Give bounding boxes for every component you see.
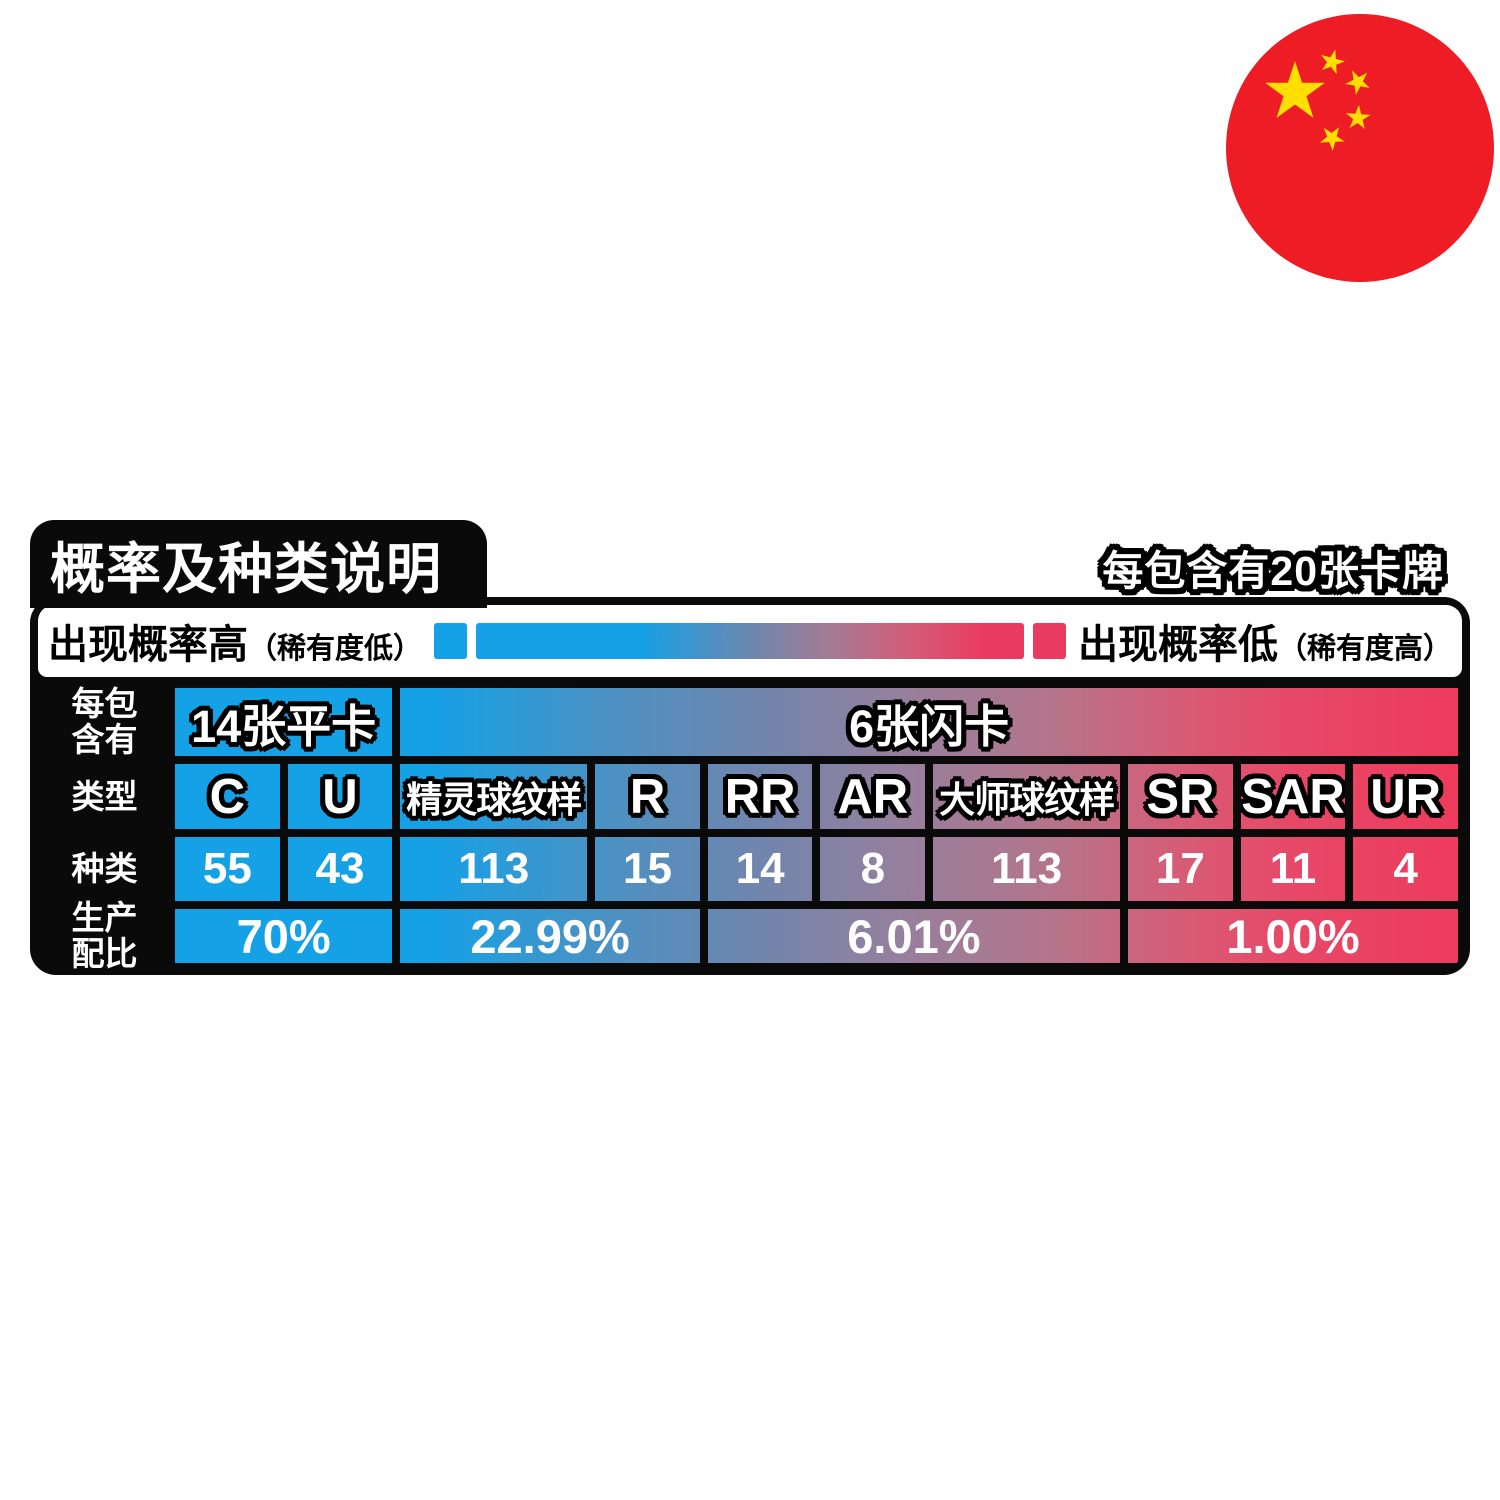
rarity-gradient-bar xyxy=(476,623,1024,659)
ratio-cell-601: 6.01% xyxy=(703,905,1125,967)
legend-right-sub: （稀有度高） xyxy=(1277,633,1452,665)
type-cell-ur: UR xyxy=(1349,760,1462,833)
row-label-ratio: 生产 配比 xyxy=(71,899,138,972)
kinds-cell-ar: 8 xyxy=(816,833,930,905)
ratio-cell-70: 70% xyxy=(171,905,397,967)
kinds-cell-ur: 4 xyxy=(1349,833,1462,905)
gradient-end-swatch xyxy=(1032,623,1066,659)
china-flag-icon xyxy=(1226,14,1494,282)
group-cell-flat-cards: 14张平卡 xyxy=(171,684,397,760)
row-label-kinds: 种类 xyxy=(71,850,138,888)
ratio-cell-100: 1.00% xyxy=(1124,905,1462,967)
kinds-cell-sar: 11 xyxy=(1236,833,1350,905)
type-cell-sr: SR xyxy=(1124,760,1237,833)
kinds-cell-r: 15 xyxy=(591,833,704,905)
flag-circle xyxy=(1226,14,1494,282)
ratio-cell-2299: 22.99% xyxy=(396,905,704,967)
flag-stars xyxy=(1265,49,1371,151)
probability-table: 每包 含有 14张平卡 6张闪卡 类型 C U 精灵球纹样 R RR AR 大师… xyxy=(38,684,1462,972)
kinds-cell-u: 43 xyxy=(283,833,397,905)
legend-left-main: 出现概率高 xyxy=(48,623,248,667)
title-box: 概率及种类说明 xyxy=(30,520,487,608)
table-grid: 每包 含有 14张平卡 6张闪卡 类型 C U 精灵球纹样 R RR AR 大师… xyxy=(38,684,1462,972)
kinds-cell-c: 55 xyxy=(171,833,284,905)
legend-right-main: 出现概率低 xyxy=(1077,623,1278,667)
page-title: 概率及种类说明 xyxy=(50,538,443,600)
legend-left-sub: （稀有度低） xyxy=(248,633,423,665)
type-cell-ar: AR xyxy=(816,760,930,833)
rarity-gradient-bar-group xyxy=(434,623,1066,659)
type-cell-pokeball: 精灵球纹样 xyxy=(396,760,592,833)
type-cell-c: C xyxy=(171,760,284,833)
type-cell-rr: RR xyxy=(703,760,817,833)
legend-left-label: 出现概率高（稀有度低） xyxy=(48,612,422,670)
probability-panel: 出现概率高（稀有度低） 出现概率低（稀有度高） 每包 含有 14张平卡 xyxy=(30,597,1470,975)
type-cell-sar: SAR xyxy=(1236,760,1350,833)
type-cell-r: R xyxy=(591,760,704,833)
group-cell-foil-cards: 6张闪卡 xyxy=(396,684,1462,760)
type-cell-u: U xyxy=(283,760,397,833)
legend-right-label: 出现概率低（稀有度高） xyxy=(1078,612,1452,670)
pack-count-note: 每包含有20张卡牌 xyxy=(1102,548,1444,594)
kinds-cell-sr: 17 xyxy=(1124,833,1237,905)
rarity-legend-strip: 出现概率高（稀有度低） 出现概率低（稀有度高） xyxy=(38,605,1462,677)
kinds-cell-masterball: 113 xyxy=(929,833,1125,905)
gradient-start-swatch xyxy=(434,623,468,659)
row-label-type: 类型 xyxy=(71,777,138,815)
kinds-cell-rr: 14 xyxy=(703,833,817,905)
row-label-contains: 每包 含有 xyxy=(71,685,138,758)
kinds-cell-pokeball: 113 xyxy=(396,833,592,905)
type-cell-masterball: 大师球纹样 xyxy=(929,760,1125,833)
